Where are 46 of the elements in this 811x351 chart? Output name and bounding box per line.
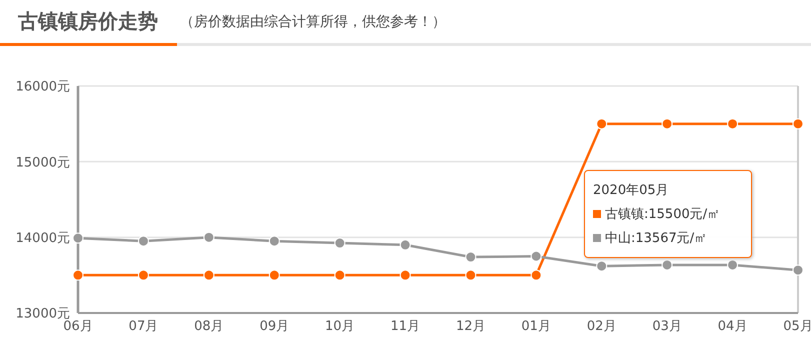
point: [138, 270, 149, 281]
x-tick-label: 05月: [783, 319, 811, 334]
point: [792, 264, 804, 276]
point: [334, 238, 346, 249]
x-tick-label: 08月: [194, 319, 224, 334]
x-tick-label: 10月: [325, 319, 355, 334]
y-tick-label: 13000元: [16, 306, 70, 322]
point: [727, 118, 738, 130]
point: [400, 270, 411, 281]
point: [530, 270, 542, 281]
point: [596, 260, 608, 272]
point: [400, 239, 411, 250]
point: [662, 118, 673, 130]
chart-subtitle: （房价数据由综合计算所得，供您参考！）: [180, 13, 446, 31]
x-tick-label: 02月: [586, 319, 616, 334]
annotation: 中山:13567元/㎡: [605, 231, 708, 246]
point: [334, 270, 346, 281]
x-tick-label: 07月: [128, 319, 158, 334]
point: [530, 250, 542, 262]
annotation: 2020年05月: [593, 183, 669, 198]
point: [72, 232, 84, 244]
point: [792, 118, 804, 130]
point: [465, 270, 476, 281]
x-tick-label: 01月: [521, 319, 551, 334]
point: [203, 232, 214, 243]
point: [138, 236, 149, 247]
x-tick-label: 03月: [652, 319, 682, 334]
x-tick-label: 04月: [718, 319, 748, 334]
x-tick-label: 11月: [390, 319, 420, 334]
annotation: 古镇镇:15500元/㎡: [605, 207, 720, 222]
point: [596, 118, 608, 130]
y-tick-label: 14000元: [16, 230, 70, 246]
point: [268, 270, 280, 281]
point: [727, 259, 738, 270]
point: [268, 236, 280, 247]
y-tick-label: 16000元: [16, 80, 70, 95]
x-tick-label: 06月: [63, 319, 93, 334]
point: [203, 270, 214, 281]
info-box: 2020年05月 古镇镇:15500元/㎡ 中山:13567元/㎡: [584, 170, 752, 258]
point: [72, 270, 84, 281]
x-tick-label: 09月: [260, 319, 290, 334]
x-tick-label: 12月: [456, 319, 486, 334]
point: [662, 259, 673, 270]
chart-title: 古镇镇房价走势: [18, 8, 158, 35]
y-tick-label: 15000元: [16, 155, 70, 170]
point: [465, 252, 476, 263]
